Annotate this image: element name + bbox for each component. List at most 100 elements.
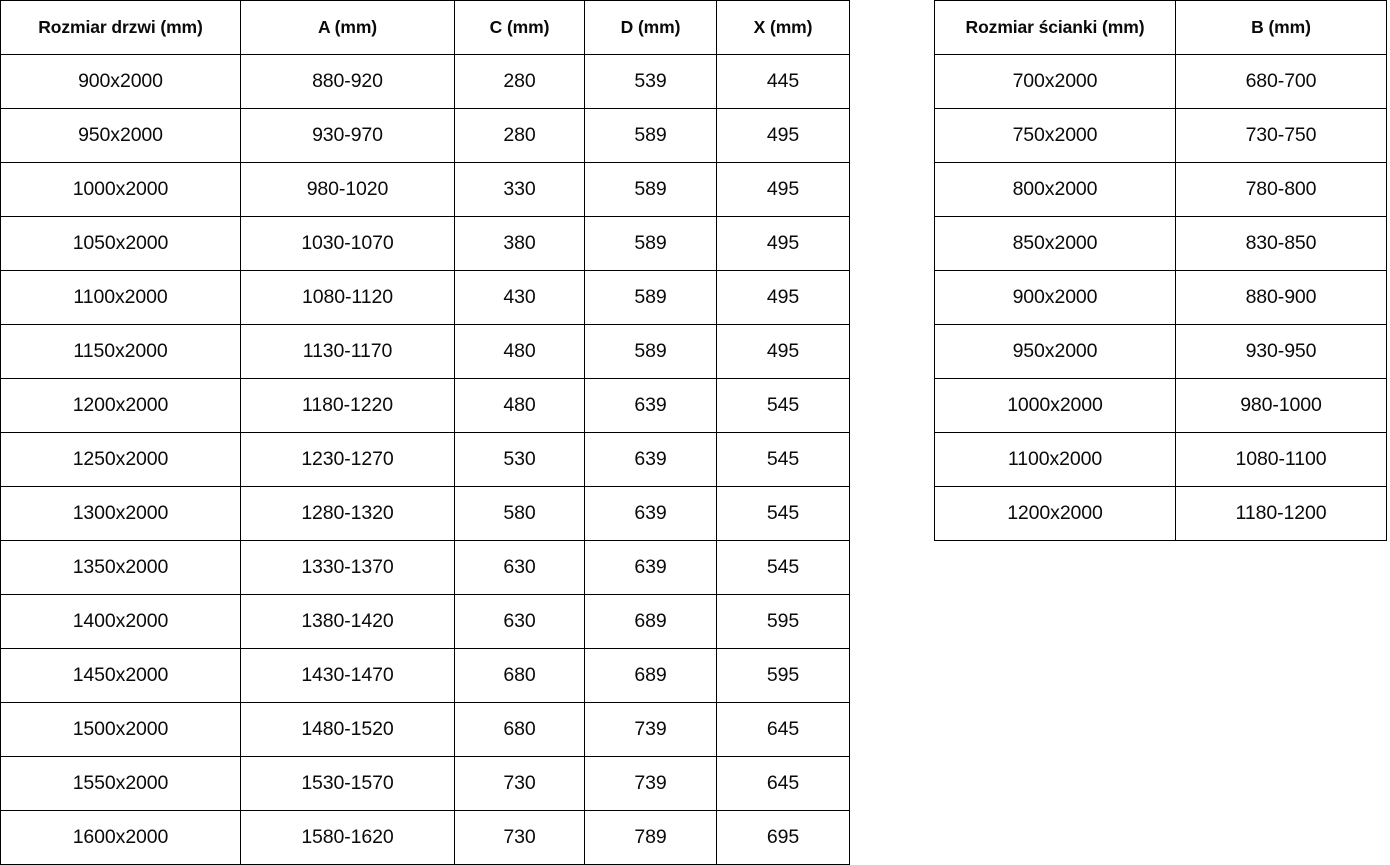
cell-x: 645: [716, 756, 850, 811]
cell-c: 630: [454, 594, 585, 649]
cell-d: 589: [584, 216, 717, 271]
cell-a: 1130-1170: [240, 324, 455, 379]
cell-rozmiar-drzwi: 1500x2000: [0, 702, 241, 757]
cell-a: 1480-1520: [240, 702, 455, 757]
table-row: 900x2000 880-920 280 539 445: [0, 54, 850, 109]
table-row: 1350x2000 1330-1370 630 639 545: [0, 540, 850, 595]
table-row: 750x2000 730-750: [934, 108, 1387, 163]
cell-rozmiar-drzwi: 1050x2000: [0, 216, 241, 271]
cell-rozmiar-drzwi: 1150x2000: [0, 324, 241, 379]
cell-rozmiar-drzwi: 1450x2000: [0, 648, 241, 703]
table-row: 1050x2000 1030-1070 380 589 495: [0, 216, 850, 271]
cell-b: 980-1000: [1175, 378, 1387, 433]
table-header-row: Rozmiar drzwi (mm) A (mm) C (mm) D (mm) …: [0, 0, 850, 55]
cell-rozmiar-drzwi: 1350x2000: [0, 540, 241, 595]
cell-x: 495: [716, 162, 850, 217]
cell-d: 739: [584, 756, 717, 811]
cell-x: 595: [716, 594, 850, 649]
cell-a: 1030-1070: [240, 216, 455, 271]
table-row: 950x2000 930-950: [934, 324, 1387, 379]
table-row: 1000x2000 980-1000: [934, 378, 1387, 433]
cell-d: 789: [584, 810, 717, 865]
cell-d: 739: [584, 702, 717, 757]
cell-a: 1530-1570: [240, 756, 455, 811]
cell-x: 445: [716, 54, 850, 109]
cell-d: 639: [584, 486, 717, 541]
table-row: 1100x2000 1080-1120 430 589 495: [0, 270, 850, 325]
cell-rozmiar-scianki: 1100x2000: [934, 432, 1176, 487]
cell-c: 330: [454, 162, 585, 217]
cell-x: 495: [716, 108, 850, 163]
cell-x: 645: [716, 702, 850, 757]
cell-a: 1080-1120: [240, 270, 455, 325]
cell-rozmiar-drzwi: 1400x2000: [0, 594, 241, 649]
table-row: 1500x2000 1480-1520 680 739 645: [0, 702, 850, 757]
table-header-row: Rozmiar ścianki (mm) B (mm): [934, 0, 1387, 55]
cell-rozmiar-drzwi: 1000x2000: [0, 162, 241, 217]
column-header-x: X (mm): [716, 0, 850, 55]
column-header-b: B (mm): [1175, 0, 1387, 55]
cell-b: 730-750: [1175, 108, 1387, 163]
cell-a: 1280-1320: [240, 486, 455, 541]
cell-c: 280: [454, 108, 585, 163]
table-row: 1150x2000 1130-1170 480 589 495: [0, 324, 850, 379]
column-header-d: D (mm): [584, 0, 717, 55]
cell-x: 545: [716, 540, 850, 595]
cell-rozmiar-scianki: 800x2000: [934, 162, 1176, 217]
cell-rozmiar-scianki: 900x2000: [934, 270, 1176, 325]
cell-a: 1230-1270: [240, 432, 455, 487]
cell-a: 1580-1620: [240, 810, 455, 865]
cell-d: 589: [584, 162, 717, 217]
cell-b: 680-700: [1175, 54, 1387, 109]
cell-c: 680: [454, 702, 585, 757]
cell-a: 1380-1420: [240, 594, 455, 649]
cell-c: 280: [454, 54, 585, 109]
cell-a: 1330-1370: [240, 540, 455, 595]
table-row: 800x2000 780-800: [934, 162, 1387, 217]
cell-rozmiar-drzwi: 1100x2000: [0, 270, 241, 325]
cell-rozmiar-scianki: 950x2000: [934, 324, 1176, 379]
table-row: 1200x2000 1180-1220 480 639 545: [0, 378, 850, 433]
cell-rozmiar-drzwi: 1300x2000: [0, 486, 241, 541]
column-header-rozmiar-scianki: Rozmiar ścianki (mm): [934, 0, 1176, 55]
cell-rozmiar-drzwi: 1200x2000: [0, 378, 241, 433]
cell-rozmiar-scianki: 700x2000: [934, 54, 1176, 109]
cell-a: 880-920: [240, 54, 455, 109]
table-row: 1400x2000 1380-1420 630 689 595: [0, 594, 850, 649]
cell-rozmiar-scianki: 1200x2000: [934, 486, 1176, 541]
cell-b: 930-950: [1175, 324, 1387, 379]
door-size-table: Rozmiar drzwi (mm) A (mm) C (mm) D (mm) …: [0, 0, 850, 865]
cell-x: 495: [716, 216, 850, 271]
door-size-table-header: Rozmiar drzwi (mm) A (mm) C (mm) D (mm) …: [0, 0, 850, 55]
cell-d: 589: [584, 108, 717, 163]
cell-d: 639: [584, 378, 717, 433]
cell-x: 545: [716, 432, 850, 487]
wall-size-table-body: 700x2000 680-700 750x2000 730-750 800x2000 78…: [934, 54, 1387, 541]
table-row: 700x2000 680-700: [934, 54, 1387, 109]
column-header-rozmiar-drzwi: Rozmiar drzwi (mm): [0, 0, 241, 55]
cell-b: 1180-1200: [1175, 486, 1387, 541]
cell-c: 580: [454, 486, 585, 541]
cell-c: 530: [454, 432, 585, 487]
cell-rozmiar-drzwi: 1550x2000: [0, 756, 241, 811]
cell-c: 730: [454, 810, 585, 865]
cell-a: 930-970: [240, 108, 455, 163]
cell-x: 495: [716, 324, 850, 379]
cell-d: 589: [584, 270, 717, 325]
cell-rozmiar-scianki: 750x2000: [934, 108, 1176, 163]
cell-c: 480: [454, 324, 585, 379]
cell-c: 380: [454, 216, 585, 271]
table-row: 1200x2000 1180-1200: [934, 486, 1387, 541]
column-header-a: A (mm): [240, 0, 455, 55]
table-row: 1100x2000 1080-1100: [934, 432, 1387, 487]
cell-b: 880-900: [1175, 270, 1387, 325]
cell-b: 1080-1100: [1175, 432, 1387, 487]
column-header-c: C (mm): [454, 0, 585, 55]
cell-c: 630: [454, 540, 585, 595]
cell-rozmiar-scianki: 850x2000: [934, 216, 1176, 271]
cell-d: 639: [584, 540, 717, 595]
cell-x: 595: [716, 648, 850, 703]
cell-d: 589: [584, 324, 717, 379]
cell-a: 1430-1470: [240, 648, 455, 703]
cell-c: 730: [454, 756, 585, 811]
